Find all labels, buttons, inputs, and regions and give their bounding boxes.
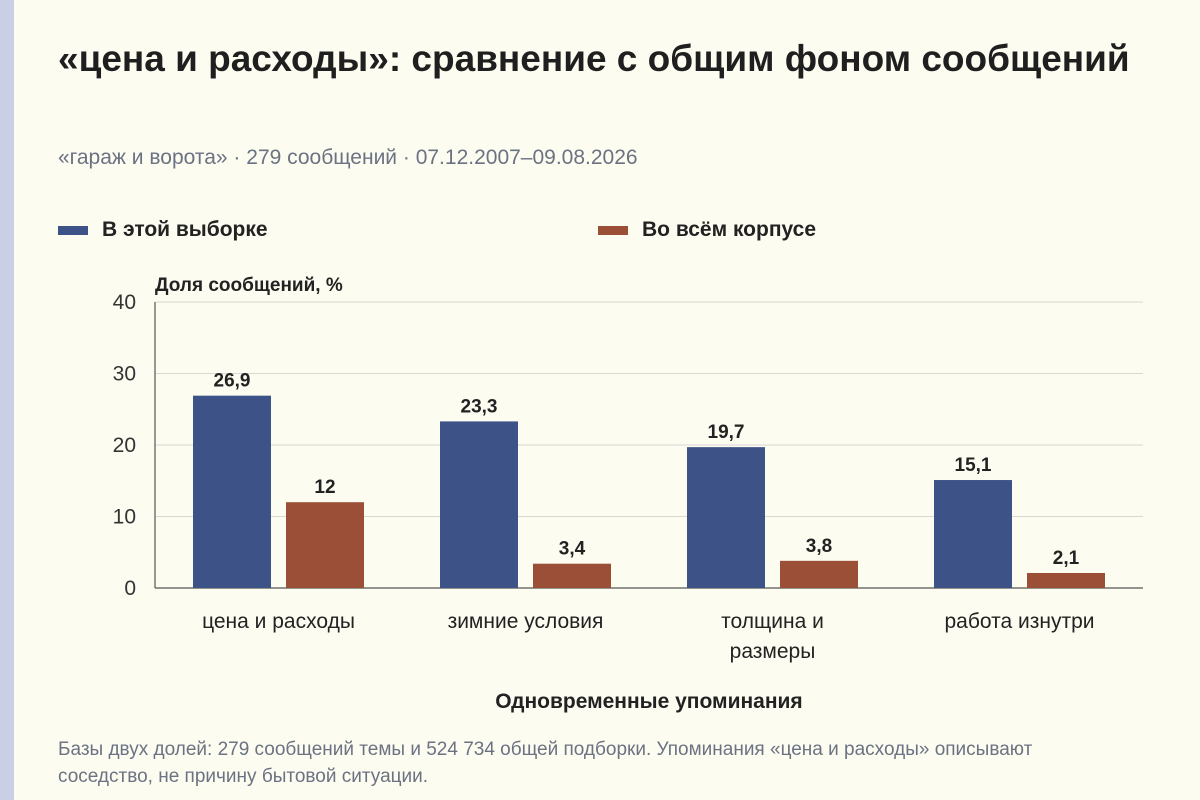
y-axis-label: Доля сообщений, %: [155, 275, 343, 296]
x-category-label: зимние условия: [448, 610, 604, 633]
bar-chart: 0 10 20 30 40 Доля сообщений, % 26,9 12 цена и р…: [113, 275, 1143, 713]
x-category-label: толщина и: [721, 610, 824, 633]
chart-title: «цена и расходы»: сравнение с общим фоно…: [58, 38, 1130, 79]
bar-value-label: 3,4: [559, 539, 586, 560]
bar-sample: [687, 447, 765, 588]
x-category-label: цена и расходы: [202, 610, 355, 633]
legend-label-sample: В этой выборке: [102, 218, 268, 241]
y-tick-label: 0: [124, 577, 136, 600]
legend-item-corpus: Во всём корпусе: [598, 218, 816, 242]
y-tick-label: 10: [113, 506, 136, 529]
bar-value-label: 15,1: [955, 455, 992, 476]
chart-subtitle: «гараж и ворота» · 279 сообщений · 07.12…: [58, 146, 638, 169]
bar-value-label: 12: [314, 477, 335, 498]
legend-label-corpus: Во всём корпусе: [642, 218, 817, 241]
bar-value-label: 23,3: [461, 396, 498, 417]
x-axis-label: Одновременные упоминания: [495, 690, 802, 713]
bar-value-label: 19,7: [708, 422, 745, 443]
bar-corpus: [533, 563, 611, 588]
legend-swatch-corpus: [598, 225, 628, 235]
bar-sample: [934, 480, 1012, 588]
y-tick-label: 30: [113, 363, 136, 386]
legend-swatch-sample: [58, 225, 88, 235]
bar-value-label: 2,1: [1053, 548, 1080, 569]
bar-value-label: 26,9: [214, 371, 251, 392]
bar-value-label: 3,8: [806, 536, 832, 557]
footnote: Базы двух долей: 279 сообщений темы и 52…: [58, 739, 1033, 787]
x-category-label: работа изнутри: [945, 610, 1095, 633]
legend-item-sample: В этой выборке: [58, 218, 268, 242]
bar-corpus: [1027, 572, 1105, 588]
y-tick-label: 20: [113, 434, 136, 457]
x-category-label: размеры: [730, 640, 816, 663]
bar-sample: [193, 395, 271, 588]
bar-corpus: [780, 560, 858, 588]
y-tick-label: 40: [113, 291, 136, 314]
left-accent-bar: [0, 0, 14, 800]
bar-corpus: [286, 502, 364, 588]
legend: В этой выборке Во всём корпусе: [58, 218, 1158, 248]
bar-sample: [440, 421, 518, 588]
